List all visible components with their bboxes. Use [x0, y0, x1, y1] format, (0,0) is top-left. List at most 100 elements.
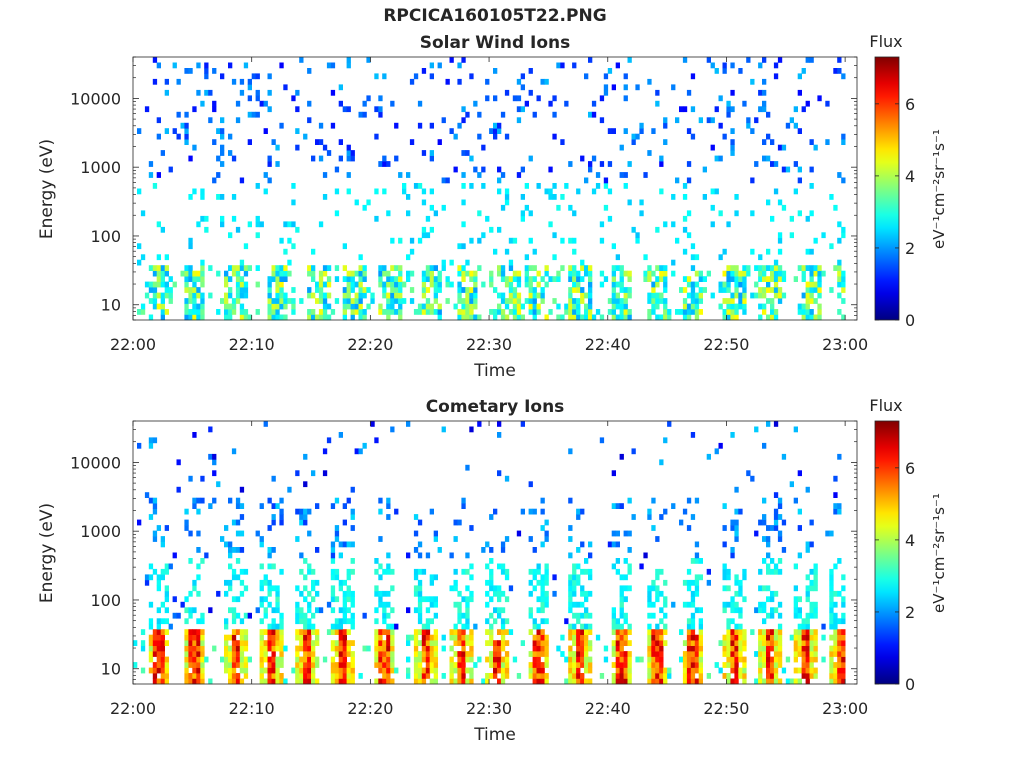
- cometary-flux-cell: [160, 629, 165, 635]
- solar-wind-flux-cell: [473, 276, 478, 282]
- cometary-flux-cell: [295, 618, 300, 625]
- solar-wind-flux-cell: [841, 276, 846, 282]
- solar-wind-flux-cell: [548, 309, 553, 315]
- solar-wind-flux-cell: [342, 276, 347, 282]
- cometary-flux-cell: [694, 579, 700, 586]
- cometary-flux-cell: [738, 607, 743, 614]
- solar-wind-flux-cell: [528, 155, 533, 162]
- cometary-flux-cell: [279, 623, 284, 630]
- solar-wind-flux-cell: [738, 270, 743, 277]
- cometary-flux-cell: [449, 673, 454, 679]
- solar-wind-flux-cell: [291, 287, 296, 293]
- solar-wind-flux-cell: [770, 139, 775, 145]
- cometary-flux-cell: [493, 651, 498, 657]
- cometary-flux-cell: [793, 607, 798, 614]
- cometary-flux-cell: [338, 585, 343, 592]
- cometary-flux-cell: [429, 645, 434, 652]
- solar-wind-flux-cell: [421, 276, 427, 282]
- cometary-flux-cell: [516, 673, 522, 679]
- cometary-flux-cell: [350, 525, 355, 531]
- cometary-flux-cell: [655, 640, 660, 646]
- cometary-flux-cell: [730, 432, 735, 438]
- cometary-flux-cell: [299, 514, 304, 520]
- cometary-flux-cell: [686, 601, 692, 608]
- solar-wind-flux-cell: [235, 292, 241, 299]
- cometary-flux-cell: [841, 596, 846, 603]
- solar-wind-flux-cell: [758, 106, 763, 113]
- solar-wind-flux-cell: [500, 276, 506, 282]
- cometary-flux-cell: [809, 612, 814, 619]
- cometary-flux-cell: [500, 656, 506, 663]
- solar-wind-flux-cell: [358, 270, 363, 277]
- solar-wind-flux-cell: [825, 100, 830, 107]
- solar-wind-flux-cell: [192, 144, 197, 151]
- solar-wind-flux-cell: [588, 111, 593, 118]
- cometary-flux-cell: [726, 634, 731, 641]
- cometary-flux-cell: [536, 678, 541, 685]
- solar-wind-flux-cell: [386, 303, 391, 310]
- cometary-flux-cell: [568, 623, 573, 630]
- solar-wind-flux-cell: [524, 183, 529, 189]
- cometary-flux-cell: [686, 568, 692, 575]
- cometary-flux-cell: [797, 525, 802, 531]
- cometary-flux-cell: [303, 574, 308, 581]
- solar-wind-flux-cell: [429, 276, 434, 282]
- solar-wind-flux-cell: [734, 303, 739, 310]
- solar-wind-flux-cell: [362, 314, 367, 321]
- cometary-flux-cell: [793, 678, 798, 685]
- solar-wind-flux-cell: [267, 276, 272, 282]
- solar-wind-flux-cell: [493, 122, 498, 129]
- cometary-flux-cell: [568, 667, 573, 674]
- solar-wind-flux-cell: [465, 303, 470, 310]
- cometary-flux-cell: [833, 662, 838, 668]
- solar-wind-flux-cell: [461, 276, 466, 282]
- solar-wind-flux-cell: [231, 270, 237, 277]
- solar-wind-flux-cell: [315, 314, 320, 321]
- solar-wind-flux-cell: [228, 232, 233, 239]
- solar-wind-flux-cell: [591, 188, 597, 195]
- solar-wind-flux-cell: [837, 237, 842, 244]
- cometary-flux-cell: [777, 514, 783, 520]
- solar-wind-flux-cell: [536, 183, 541, 189]
- cometary-flux-cell: [406, 421, 411, 427]
- solar-wind-flux-cell: [512, 95, 518, 102]
- cometary-flux-cell: [726, 656, 731, 663]
- cometary-flux-cell: [568, 552, 573, 559]
- cometary-flux-cell: [311, 612, 316, 619]
- cometary-flux-cell: [378, 634, 383, 641]
- cometary-flux-cell: [156, 640, 161, 646]
- solar-wind-flux-cell: [374, 133, 379, 140]
- solar-wind-flux-cell: [576, 303, 581, 310]
- cometary-flux-cell: [263, 421, 268, 427]
- cometary-flux-cell: [837, 640, 842, 646]
- cometary-flux-cell: [295, 678, 300, 685]
- cometary-flux-cell: [275, 596, 280, 603]
- solar-wind-flux-cell: [516, 172, 522, 178]
- solar-wind-flux-cell: [406, 210, 411, 217]
- cometary-flux-cell: [259, 645, 264, 652]
- solar-wind-flux-cell: [540, 78, 545, 85]
- cometary-flux-cell: [429, 634, 434, 641]
- solar-wind-flux-cell: [200, 270, 205, 277]
- solar-wind-flux-cell: [489, 270, 494, 277]
- solar-wind-flux-cell: [469, 303, 474, 310]
- solar-wind-flux-cell: [528, 287, 533, 293]
- solar-wind-flux-cell: [504, 314, 510, 321]
- cometary-flux-cell: [303, 640, 308, 646]
- cometary-flux-cell: [722, 645, 727, 652]
- cometary-flux-cell: [655, 568, 660, 575]
- cometary-flux-cell: [133, 640, 138, 646]
- solar-wind-flux-cell: [243, 292, 249, 299]
- cometary-flux-cell: [500, 563, 506, 570]
- solar-wind-flux-cell: [682, 276, 688, 282]
- cometary-flux-cell: [307, 618, 312, 625]
- cometary-flux-cell: [536, 640, 541, 646]
- cometary-flux-cell: [655, 667, 660, 674]
- cometary-flux-cell: [805, 651, 810, 657]
- solar-wind-flux-cell: [160, 265, 165, 271]
- solar-wind-flux-cell: [580, 155, 585, 162]
- solar-wind-flux-cell: [576, 314, 581, 321]
- cometary-flux-cell: [342, 541, 347, 548]
- cometary-flux-cell: [734, 662, 739, 668]
- solar-wind-flux-cell: [374, 73, 379, 80]
